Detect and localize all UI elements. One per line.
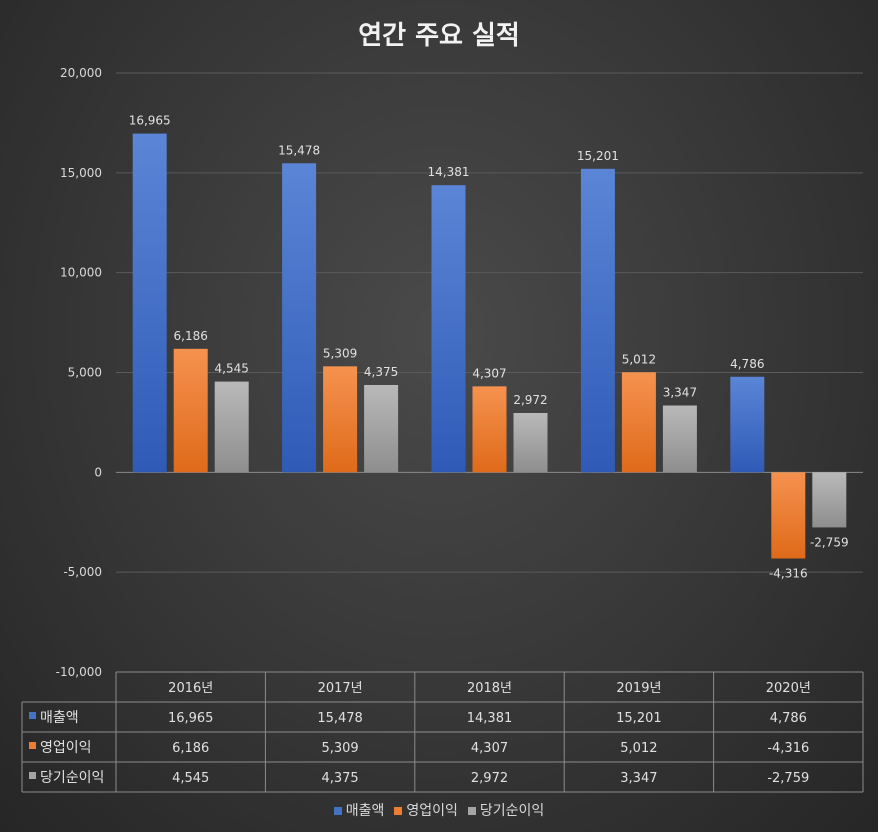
y-tick-label: 20,000 — [60, 66, 102, 80]
bar-영업이익-2016년 — [173, 348, 208, 473]
y-tick-label: 10,000 — [60, 266, 102, 280]
legend-item: 당기순이익 — [467, 800, 545, 820]
data-label: 5,309 — [323, 346, 357, 360]
gridlines — [116, 72, 863, 573]
data-label: 4,545 — [215, 362, 249, 376]
data-label: 15,478 — [278, 143, 320, 157]
data-label: -4,316 — [769, 567, 808, 581]
bar-영업이익-2019년 — [621, 372, 656, 473]
table-row-label: 영업이익 — [40, 740, 92, 756]
legend-label: 영업이익 — [406, 803, 458, 819]
data-label: 3,347 — [663, 386, 697, 400]
bar-매출액-2019년 — [580, 168, 615, 473]
bar-당기순이익-2017년 — [364, 384, 399, 473]
table-cell: 4,786 — [770, 711, 807, 726]
table-cell: 16,965 — [168, 711, 214, 726]
table-cell: 2,972 — [471, 771, 508, 786]
legend-label: 매출액 — [345, 803, 385, 819]
table-header-cell: 2019년 — [616, 681, 661, 696]
table-cell: 3,347 — [620, 771, 657, 786]
data-label: 4,375 — [364, 365, 398, 379]
data-label: 2,972 — [513, 393, 547, 407]
bar-영업이익-2017년 — [323, 366, 358, 473]
table-header-cell: 2016년 — [168, 681, 213, 696]
table-cell: 15,478 — [317, 711, 363, 726]
table-legend-key — [29, 742, 36, 749]
table-header-cell: 2020년 — [766, 681, 811, 696]
bar-매출액-2016년 — [132, 133, 167, 473]
data-label: 15,201 — [577, 149, 619, 163]
data-label: -2,759 — [810, 535, 849, 549]
table-cell: 4,375 — [321, 771, 358, 786]
data-label: 14,381 — [428, 165, 470, 179]
legend-label: 당기순이익 — [479, 803, 545, 819]
bar-영업이익-2020년 — [771, 472, 806, 559]
bar-영업이익-2018년 — [472, 386, 507, 473]
bar-매출액-2017년 — [282, 163, 317, 473]
table-header-cell: 2018년 — [467, 681, 512, 696]
table-cell: 14,381 — [467, 711, 513, 726]
y-axis: 20,000 15,000 10,000 5,000 0 -5,000 -10,000 — [56, 66, 102, 679]
table-cell: 5,012 — [620, 741, 657, 756]
data-labels: 16,965 6,186 4,545 15,478 5,309 4,375 14,381 4,… — [129, 114, 849, 581]
legend-item: 매출액 — [333, 800, 385, 820]
legend-swatch — [394, 807, 403, 815]
table-legend-key — [29, 772, 36, 779]
bar-당기순이익-2019년 — [662, 405, 697, 473]
y-tick-label: 5,000 — [68, 366, 102, 380]
bar-당기순이익-2018년 — [513, 412, 548, 473]
data-label: 4,786 — [730, 357, 764, 371]
bar-매출액-2018년 — [431, 185, 466, 473]
table-row-label: 매출액 — [40, 710, 79, 726]
table-cell: 4,307 — [471, 741, 508, 756]
data-label: 5,012 — [622, 352, 656, 366]
data-label: 16,965 — [129, 114, 171, 128]
legend: 매출액 영업이익 당기순이익 — [0, 800, 878, 820]
table-row-label: 당기순이익 — [40, 770, 104, 786]
legend-swatch — [467, 807, 476, 815]
data-label: 4,307 — [472, 366, 506, 380]
bar-당기순이익-2016년 — [214, 381, 249, 473]
bar-당기순이익-2020년 — [812, 472, 847, 528]
table-cell: 4,545 — [172, 771, 209, 786]
legend-swatch — [333, 807, 342, 815]
legend-item: 영업이익 — [394, 800, 458, 820]
table-legend-key — [29, 712, 36, 719]
y-tick-label: 0 — [94, 465, 102, 479]
table-cell: -2,759 — [767, 771, 809, 786]
table-cell: 5,309 — [321, 741, 358, 756]
y-tick-label: -5,000 — [63, 565, 102, 579]
y-tick-label: 15,000 — [60, 166, 102, 180]
data-label: 6,186 — [174, 329, 208, 343]
bar-매출액-2020년 — [730, 376, 765, 473]
table-header-cell: 2017년 — [318, 681, 363, 696]
table-cell: 15,201 — [616, 711, 662, 726]
bars — [132, 133, 847, 559]
chart-title: 연간 주요 실적 — [358, 21, 520, 51]
table-cell: -4,316 — [767, 741, 809, 756]
y-tick-label: -10,000 — [56, 665, 102, 679]
table-cell: 6,186 — [172, 741, 209, 756]
